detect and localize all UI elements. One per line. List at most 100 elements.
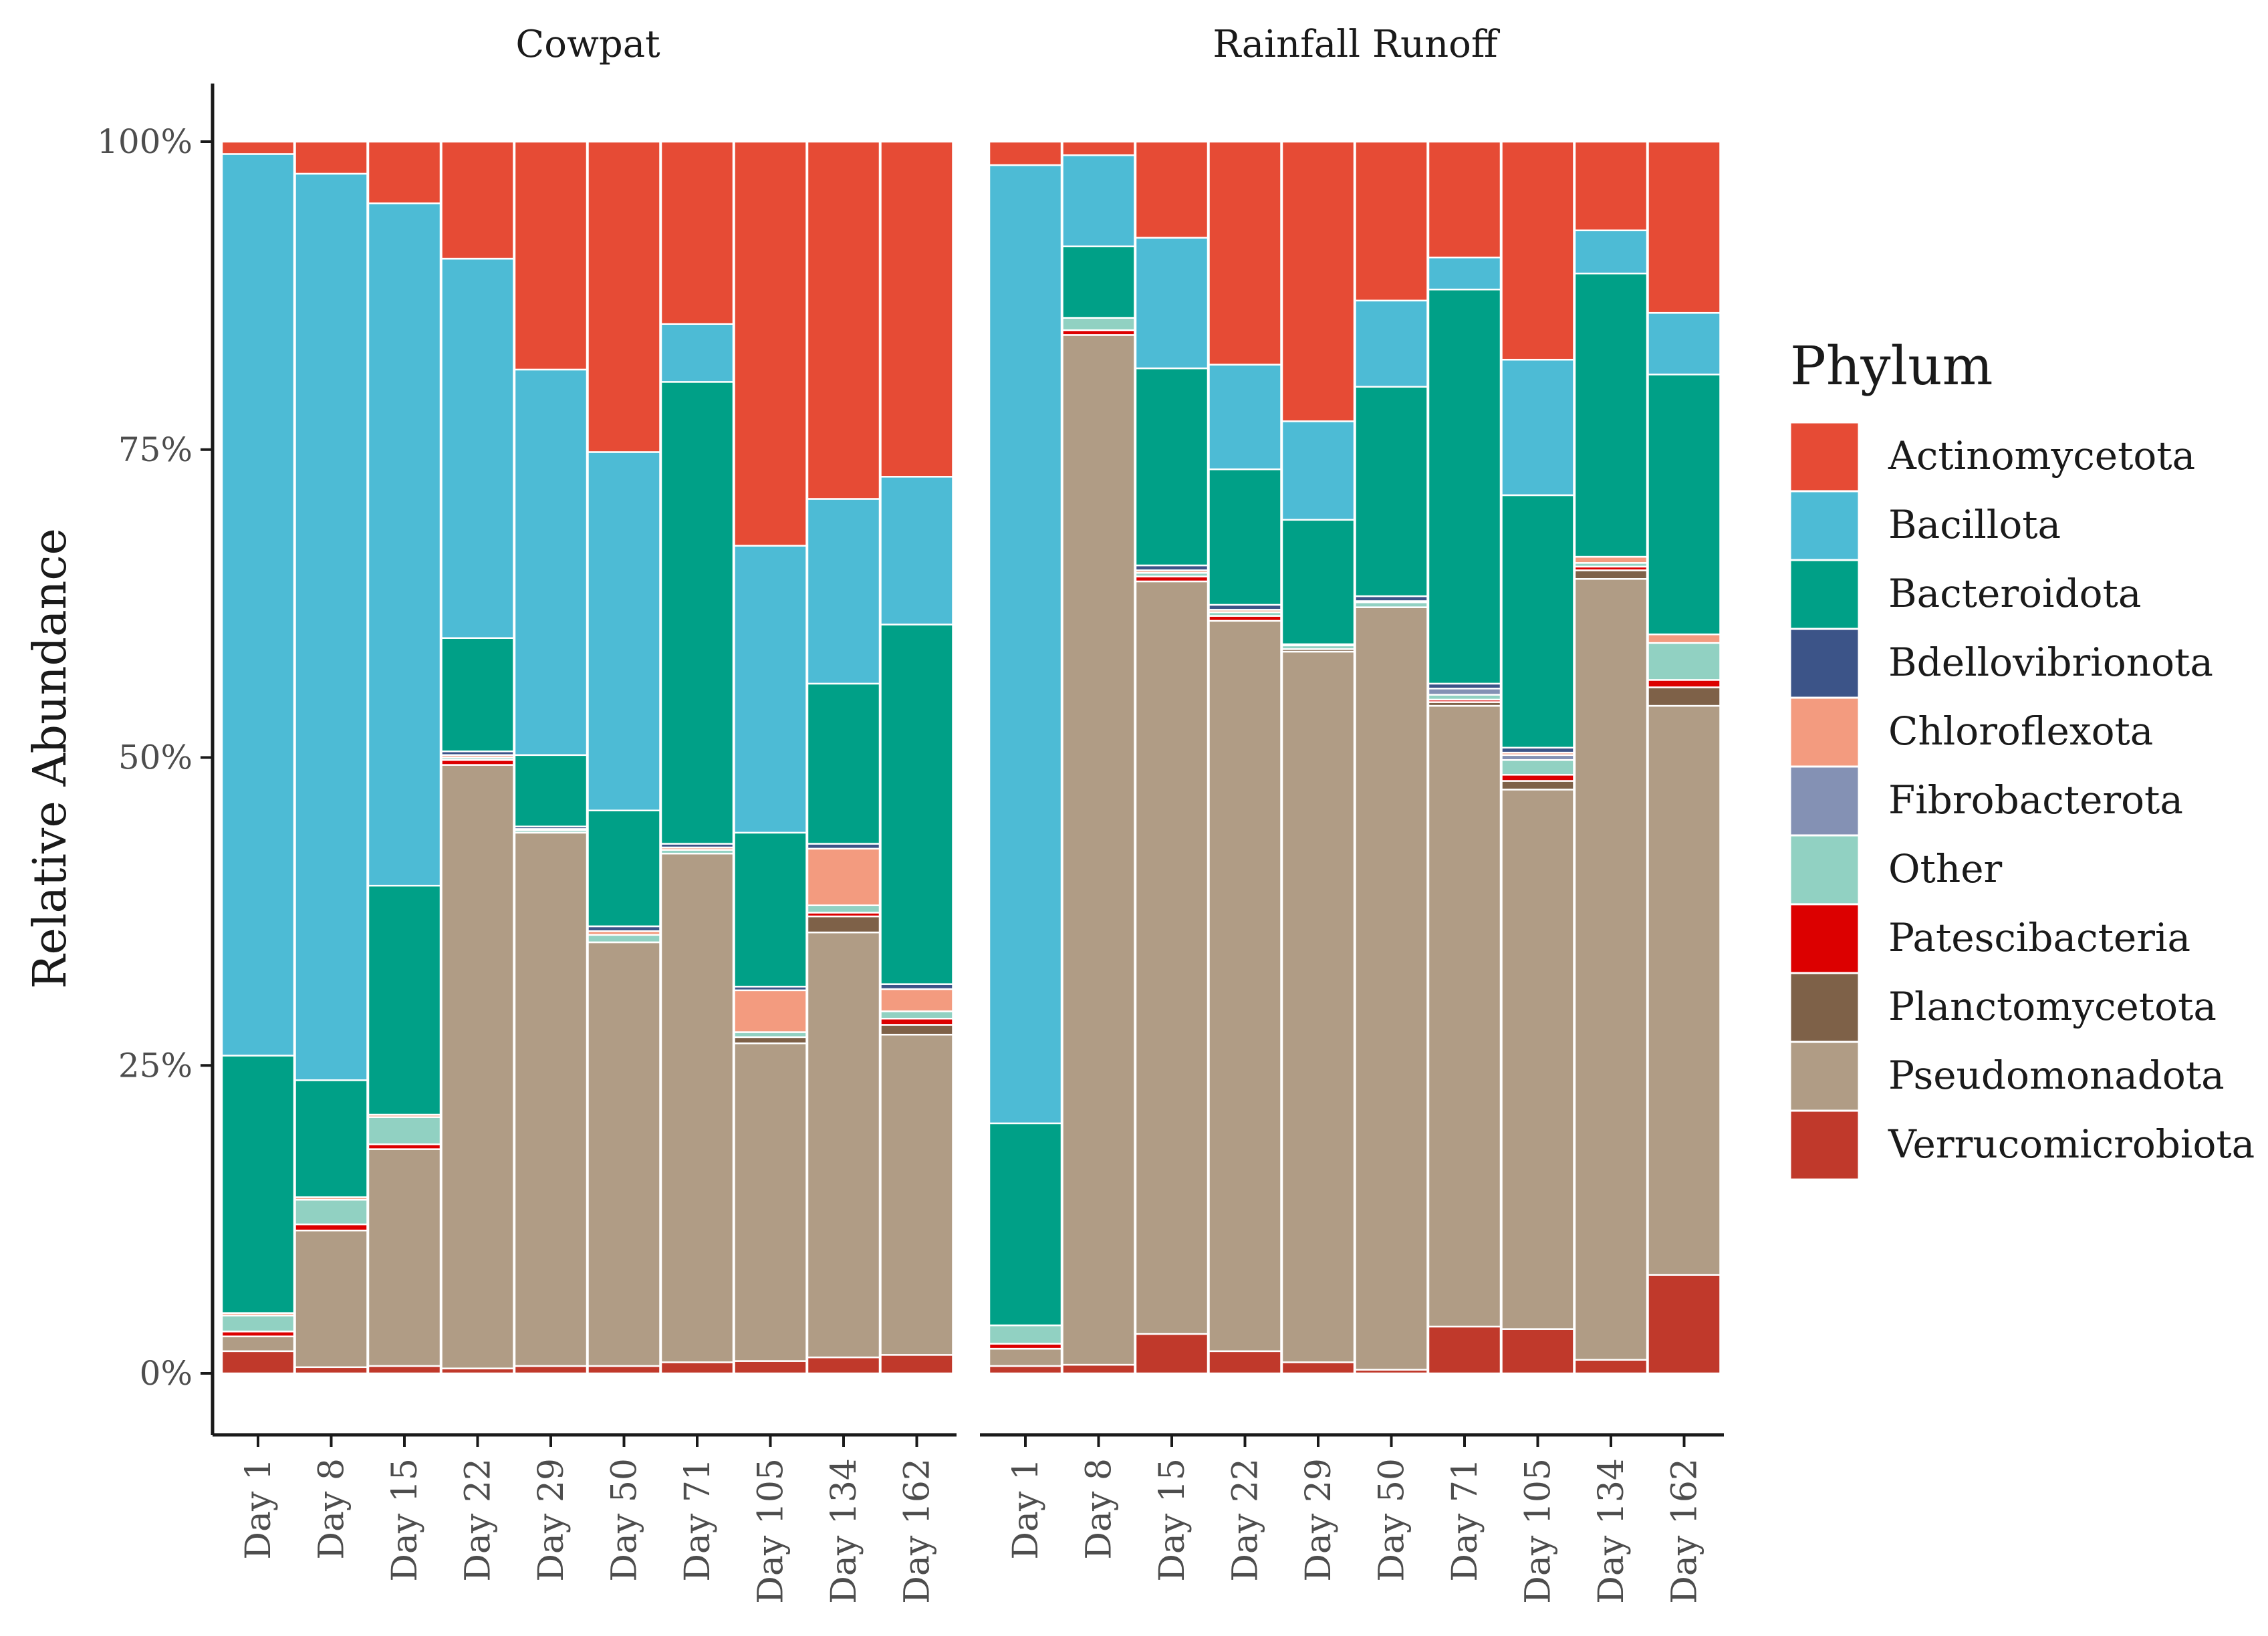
bar-segment-bacillota <box>1134 237 1209 370</box>
x-tick-label: Day 8 <box>312 1458 352 1560</box>
bar-segment-pseudomonadota <box>806 931 881 1359</box>
bar-segment-pseudomonadota <box>1573 578 1648 1361</box>
bar-segment-chloroflexota <box>1573 555 1648 564</box>
bar-segment-other <box>806 904 881 914</box>
bar-segment-planctomycetota <box>1501 780 1575 791</box>
x-tick-label: Day 15 <box>1152 1458 1192 1582</box>
legend-key-bacteroidota <box>1789 559 1860 630</box>
legend-key-bacillota <box>1789 490 1860 561</box>
bar-segment-pseudomonadota <box>367 1148 442 1367</box>
bar-segment-bacillota <box>1208 364 1282 470</box>
bar-segment-verrucomicrobiota <box>1061 1363 1136 1375</box>
legend-key-patescibacteria <box>1789 903 1860 974</box>
legend-label: Bacillota <box>1888 502 2061 547</box>
bar-segment-verrucomicrobiota <box>988 1365 1063 1375</box>
bar-segment-bacillota <box>587 451 661 811</box>
bar-segment-pseudomonadota <box>513 831 588 1367</box>
bar-segment-verrucomicrobiota <box>367 1365 442 1375</box>
y-tick-label: 50% <box>118 738 193 777</box>
legend-label: Patescibacteria <box>1888 915 2190 960</box>
bar-segment-bacillota <box>221 153 295 1057</box>
bar-segment-bacteroidota <box>513 754 588 827</box>
bar-segment-bacillota <box>513 368 588 757</box>
bar-segment-planctomycetota <box>1573 569 1648 580</box>
x-tick-label: Day 71 <box>678 1458 718 1582</box>
bar-segment-bacillota <box>1061 154 1136 247</box>
bar-segment-pseudomonadota <box>880 1033 954 1356</box>
bar-segment-bacteroidota <box>660 381 735 845</box>
x-tick-label: Day 50 <box>1372 1458 1412 1582</box>
bar-segment-pseudomonadota <box>1501 789 1575 1330</box>
x-tick-label: Day 1 <box>239 1458 279 1560</box>
legend-label: Chloroflexota <box>1888 708 2153 754</box>
bar-segment-actinomycetota <box>1647 140 1721 314</box>
legend-label: Verrucomicrobiota <box>1888 1121 2255 1167</box>
bar-segment-verrucomicrobiota <box>1647 1274 1721 1375</box>
bar-segment-pseudomonadota <box>1354 606 1428 1371</box>
bar-segment-other <box>221 1315 295 1333</box>
bar-segment-other <box>1501 759 1575 776</box>
bar-segment-bacteroidota <box>1573 272 1648 558</box>
legend-key-verrucomicrobiota <box>1789 1109 1860 1181</box>
bar-segment-pseudomonadota <box>440 764 515 1369</box>
bar-segment-verrucomicrobiota <box>221 1350 295 1375</box>
bar-segment-bacillota <box>1427 256 1502 291</box>
panel-2: Rainfall Runoff Day 1 Day 8 Day 15 Day 22 Day… <box>980 23 1724 1604</box>
bar-segment-bacillota <box>1647 311 1721 376</box>
x-tick-label: Day 29 <box>531 1458 572 1582</box>
bar-segment-other <box>294 1198 368 1226</box>
panel-title: Rainfall Runoff <box>1213 23 1501 66</box>
bar-segment-pseudomonadota <box>294 1229 368 1369</box>
legend-label: Other <box>1888 846 2003 892</box>
x-tick-label: Day 50 <box>605 1458 645 1582</box>
bar-segment-bacteroidota <box>587 809 661 928</box>
x-tick-label: Day 8 <box>1080 1458 1120 1560</box>
panel-1: Cowpat Day 1 Day 8 Day 15 Day 22 Day 29 Day 50… <box>213 23 957 1604</box>
x-tick-label: Day 22 <box>1226 1458 1266 1582</box>
legend-label: Bacteroidota <box>1888 571 2141 616</box>
bar-segment-patescibacteria <box>1501 774 1575 782</box>
bar-segment-verrucomicrobiota <box>513 1365 588 1375</box>
bar-segment-pseudomonadota <box>1427 704 1502 1328</box>
bar-segment-bacteroidota <box>221 1055 295 1314</box>
y-tick-label: 0% <box>140 1354 193 1393</box>
bar-segment-chloroflexota <box>1647 633 1721 644</box>
bar-segment-bacillota <box>988 164 1063 1125</box>
bar-segment-actinomycetota <box>1573 140 1648 231</box>
bar-segment-other <box>1647 642 1721 681</box>
bar-segment-actinomycetota <box>806 140 881 500</box>
bar-segment-bacteroidota <box>1501 494 1575 749</box>
bar-segment-pseudomonadota <box>1647 704 1721 1276</box>
x-tick-label: Day 29 <box>1299 1458 1339 1582</box>
bar-segment-verrucomicrobiota <box>587 1365 661 1375</box>
x-tick-label: Day 105 <box>751 1458 791 1604</box>
bar-segment-bacteroidota <box>1354 386 1428 597</box>
bar-segment-planctomycetota <box>1647 686 1721 707</box>
bar-segment-bacteroidota <box>1134 367 1209 567</box>
bar-segment-actinomycetota <box>1208 140 1282 366</box>
bar-segment-verrucomicrobiota <box>880 1354 954 1375</box>
bar-segment-chloroflexota <box>733 989 807 1033</box>
bar-segment-bacteroidota <box>440 637 515 753</box>
bar-segment-other <box>1061 317 1136 331</box>
bar-segment-verrucomicrobiota <box>1134 1333 1209 1375</box>
legend-label: Fibrobacterota <box>1888 777 2183 823</box>
y-axis-ticks: 0% 25% 50% 75% 100% <box>97 122 213 1393</box>
chart-panels: Cowpat Day 1 Day 8 Day 15 Day 22 Day 29 Day 50… <box>211 23 1724 1604</box>
bar-segment-pseudomonadota <box>1061 334 1136 1366</box>
bar-segment-actinomycetota <box>733 140 807 547</box>
bar-segment-bacteroidota <box>806 682 881 845</box>
bar-segment-bacillota <box>440 257 515 639</box>
bar-segment-verrucomicrobiota <box>806 1356 881 1375</box>
bar-segment-bacillota <box>1354 299 1428 388</box>
bar-segment-actinomycetota <box>1061 140 1136 156</box>
bar-segment-pseudomonadota <box>988 1347 1063 1367</box>
bar-segment-bacillota <box>660 323 735 383</box>
x-tick-label: Day 162 <box>1665 1458 1705 1604</box>
bar-segment-bacteroidota <box>294 1079 368 1198</box>
x-tick-label: Day 105 <box>1519 1458 1559 1604</box>
bar-segment-actinomycetota <box>660 140 735 325</box>
bar-segment-patescibacteria <box>1647 679 1721 688</box>
bar-segment-actinomycetota <box>440 140 515 260</box>
